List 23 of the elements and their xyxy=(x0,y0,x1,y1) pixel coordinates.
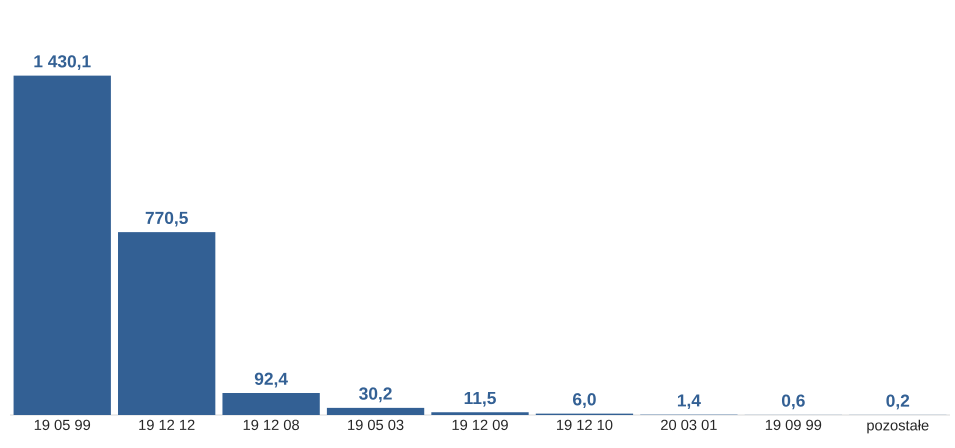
bar xyxy=(14,76,111,415)
x-tick-label: 19 09 99 xyxy=(766,420,822,430)
bar xyxy=(326,408,424,415)
bar xyxy=(118,232,216,415)
x-tick-label: 19 12 10 xyxy=(557,420,612,430)
data-label: 770,5 xyxy=(146,212,188,227)
x-tick-label: 20 03 01 xyxy=(661,420,717,430)
x-tick-label: 19 05 99 xyxy=(34,420,90,430)
data-label: 1,4 xyxy=(678,394,701,410)
data-label: 30,2 xyxy=(359,387,392,402)
x-tick-label: 19 05 03 xyxy=(348,420,404,430)
x-tick-label: 19 12 09 xyxy=(452,420,508,430)
data-label: 92,4 xyxy=(254,372,288,388)
data-label: 0,2 xyxy=(886,394,910,410)
data-label: 0,6 xyxy=(782,394,805,410)
bar xyxy=(431,412,529,415)
data-label: 6,0 xyxy=(573,393,596,408)
data-label: 1 430,1 xyxy=(34,55,91,70)
x-tick-label: pozostałe xyxy=(867,420,929,434)
x-tick-label: 19 12 12 xyxy=(139,420,194,430)
data-label: 11,5 xyxy=(464,392,496,407)
x-tick-label: 19 12 08 xyxy=(244,420,299,430)
bar xyxy=(222,393,320,415)
